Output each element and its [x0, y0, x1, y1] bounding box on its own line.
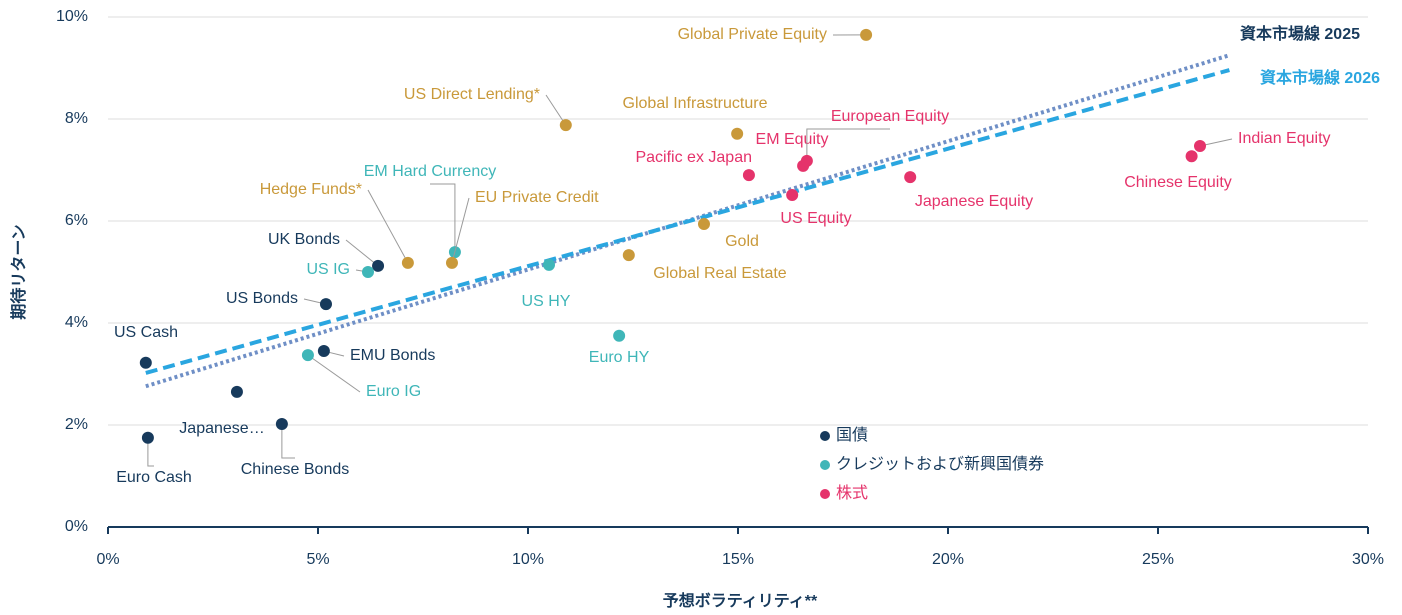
leader-line	[451, 197, 470, 263]
point-label: Euro Cash	[116, 469, 192, 486]
x-tick-label: 5%	[306, 551, 329, 568]
point-label: European Equity	[831, 108, 949, 125]
point-label: US IG	[306, 261, 350, 278]
y-tick-label: 2%	[65, 416, 88, 433]
point-label: Global Infrastructure	[623, 95, 768, 112]
data-point	[697, 218, 710, 231]
data-point	[800, 154, 813, 167]
point-label: UK Bonds	[268, 231, 340, 248]
point-label: US Direct Lending*	[404, 86, 540, 103]
data-point	[445, 256, 458, 269]
point-label: EM Equity	[756, 131, 829, 148]
data-point	[230, 385, 243, 398]
point-label: EMU Bonds	[350, 347, 435, 364]
x-tick-label: 20%	[932, 551, 964, 568]
data-point	[317, 345, 330, 358]
data-point	[141, 431, 154, 444]
x-tick-label: 30%	[1352, 551, 1384, 568]
leader-line	[345, 239, 379, 267]
y-tick-label: 0%	[65, 518, 88, 535]
point-label: US Cash	[114, 324, 178, 341]
line-label: 資本市場線 2026	[1260, 68, 1380, 87]
data-point	[613, 329, 626, 342]
leader-line	[367, 189, 409, 264]
x-tick-label: 25%	[1142, 551, 1174, 568]
data-point	[786, 188, 799, 201]
point-label: Indian Equity	[1238, 130, 1331, 147]
data-point	[319, 298, 332, 311]
data-point	[543, 258, 555, 271]
point-label: Euro IG	[366, 383, 421, 400]
data-point	[559, 119, 572, 132]
data-point	[301, 349, 314, 362]
y-axis-label: 期待リターン	[9, 224, 28, 319]
point-label: Global Private Equity	[678, 26, 827, 43]
point-label: Japanese…	[179, 420, 264, 437]
line-label: 資本市場線 2025	[1240, 24, 1360, 43]
point-label: Euro HY	[589, 349, 650, 366]
data-point	[860, 28, 873, 41]
point-label: Chinese Equity	[1124, 174, 1232, 191]
leader-line	[430, 183, 456, 253]
data-point	[731, 127, 744, 140]
leader-line	[806, 128, 890, 161]
point-label: US Bonds	[226, 290, 298, 307]
leader-line	[545, 94, 567, 126]
x-tick-label: 0%	[96, 551, 119, 568]
data-point	[622, 249, 635, 262]
leader-line	[281, 423, 295, 459]
leader-line	[147, 437, 154, 467]
x-axis-label: 予想ボラティリティ**	[663, 591, 818, 610]
point-label: Japanese Equity	[915, 193, 1033, 210]
y-tick-label: 10%	[56, 8, 88, 25]
point-label: EM Hard Currency	[364, 163, 496, 180]
point-label: US HY	[522, 293, 571, 310]
point-label: US Equity	[780, 210, 851, 227]
data-point	[1194, 140, 1206, 153]
legend-label: 国債	[836, 426, 868, 444]
data-point	[904, 171, 917, 184]
point-label: Hedge Funds*	[260, 181, 362, 198]
point-label: Gold	[725, 233, 759, 250]
data-point	[742, 169, 755, 182]
data-point	[361, 266, 374, 278]
x-tick-label: 15%	[722, 551, 754, 568]
legend-marker	[820, 489, 830, 499]
y-tick-label: 4%	[65, 314, 88, 331]
legend-label: クレジットおよび新興国債券	[836, 455, 1044, 473]
point-label: Chinese Bonds	[241, 461, 350, 478]
legend-label: 株式	[836, 484, 868, 502]
legend-marker	[820, 460, 830, 470]
data-point	[372, 259, 385, 272]
legend-marker	[820, 431, 830, 441]
data-point	[275, 417, 288, 430]
leader-line	[307, 354, 361, 393]
data-point	[139, 356, 152, 369]
capital-market-line	[145, 68, 1230, 375]
y-tick-label: 6%	[65, 212, 88, 229]
data-point	[401, 256, 414, 269]
y-tick-label: 8%	[65, 110, 88, 127]
data-point	[1185, 150, 1198, 163]
point-label: EU Private Credit	[475, 189, 599, 206]
point-label: Pacific ex Japan	[635, 149, 752, 166]
x-tick-label: 10%	[512, 551, 544, 568]
point-label: Global Real Estate	[653, 265, 787, 282]
